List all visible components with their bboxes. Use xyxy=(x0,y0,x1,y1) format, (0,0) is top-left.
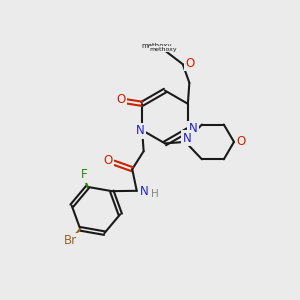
Text: N: N xyxy=(182,132,191,145)
Text: Br: Br xyxy=(64,234,77,248)
Text: O: O xyxy=(116,93,125,106)
Text: methoxy: methoxy xyxy=(149,47,177,52)
Text: H: H xyxy=(152,189,159,199)
Text: N: N xyxy=(140,185,148,198)
Text: F: F xyxy=(81,168,88,181)
Text: methoxy: methoxy xyxy=(141,43,172,49)
Text: N: N xyxy=(189,122,197,135)
Text: O: O xyxy=(236,135,245,148)
Text: O: O xyxy=(185,56,195,70)
Text: N: N xyxy=(136,124,145,137)
Text: O: O xyxy=(103,154,112,167)
